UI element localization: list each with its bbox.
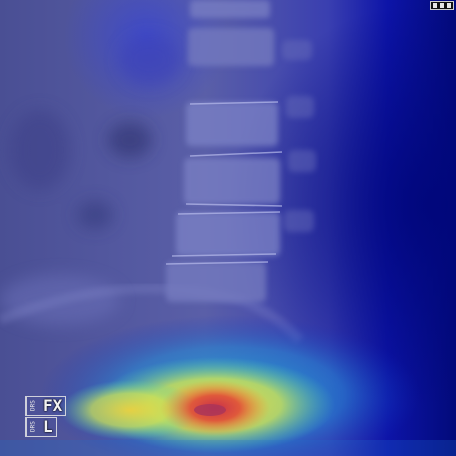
fx-marker: DRS FX: [25, 396, 67, 416]
fx-marker-side-code: DRS: [26, 397, 40, 415]
l-marker-label: L: [43, 417, 53, 436]
l-marker-side-code: DRS: [26, 418, 40, 436]
window-icon[interactable]: [430, 1, 454, 10]
fx-marker-label: FX: [43, 396, 63, 415]
l-marker: DRS L: [25, 417, 57, 437]
